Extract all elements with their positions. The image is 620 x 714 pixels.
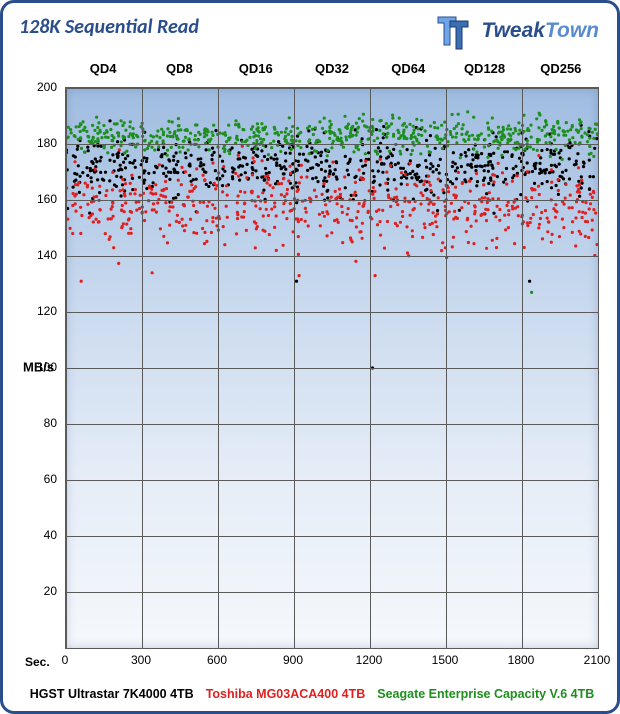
legend-entry: Seagate Enterprise Capacity V.6 4TB — [377, 687, 594, 701]
y-tick-label: 180 — [37, 136, 57, 150]
qd-phase-label: QD256 — [523, 61, 599, 83]
logo-text: TweakTown — [482, 19, 599, 43]
window-frame: 128K Sequential Read TweakTown QD4QD8QD1… — [0, 0, 620, 714]
qd-phase-label: QD8 — [141, 61, 217, 83]
chart-area: QD4QD8QD16QD32QD64QD128QD256 20406080100… — [21, 61, 603, 673]
x-tick-label: 0 — [62, 653, 69, 667]
x-tick-label: 1500 — [432, 653, 459, 667]
x-tick-label: 600 — [207, 653, 227, 667]
x-axis-unit-label: Sec. — [25, 655, 50, 669]
qd-phase-label: QD32 — [294, 61, 370, 83]
plot-region — [65, 87, 599, 649]
logo-text-tweak: Tweak — [482, 19, 545, 42]
legend-entry: HGST Ultrastar 7K4000 4TB — [30, 687, 194, 701]
x-tick-label: 300 — [131, 653, 151, 667]
qd-phase-label: QD128 — [446, 61, 522, 83]
qd-phase-label: QD64 — [370, 61, 446, 83]
y-tick-label: 60 — [44, 472, 57, 486]
logo-text-town: Town — [545, 19, 599, 42]
tweaktown-logo: TweakTown — [434, 9, 599, 53]
y-tick-label: 20 — [44, 584, 57, 598]
y-tick-label: 160 — [37, 192, 57, 206]
x-tick-label: 1200 — [356, 653, 383, 667]
y-tick-label: 40 — [44, 528, 57, 542]
y-tick-label: 140 — [37, 248, 57, 262]
logo-glyph — [434, 9, 478, 53]
chart-title: 128K Sequential Read — [19, 15, 199, 39]
y-tick-label: 120 — [37, 304, 57, 318]
y-tick-label: 200 — [37, 80, 57, 94]
legend-entry: Toshiba MG03ACA400 4TB — [206, 687, 366, 701]
x-tick-label: 900 — [283, 653, 303, 667]
header: 128K Sequential Read TweakTown — [3, 3, 617, 57]
x-tick-label: 2100 — [584, 653, 611, 667]
qd-phase-label: QD16 — [218, 61, 294, 83]
qd-phase-label: QD4 — [65, 61, 141, 83]
qd-labels-row: QD4QD8QD16QD32QD64QD128QD256 — [65, 61, 599, 83]
y-axis-unit-label: MB/s — [23, 360, 54, 375]
legend: HGST Ultrastar 7K4000 4TB Toshiba MG03ACA… — [21, 687, 603, 701]
x-tick-label: 1800 — [508, 653, 535, 667]
x-tick-labels: 03006009001200150018002100 — [65, 653, 599, 669]
y-tick-label: 80 — [44, 416, 57, 430]
